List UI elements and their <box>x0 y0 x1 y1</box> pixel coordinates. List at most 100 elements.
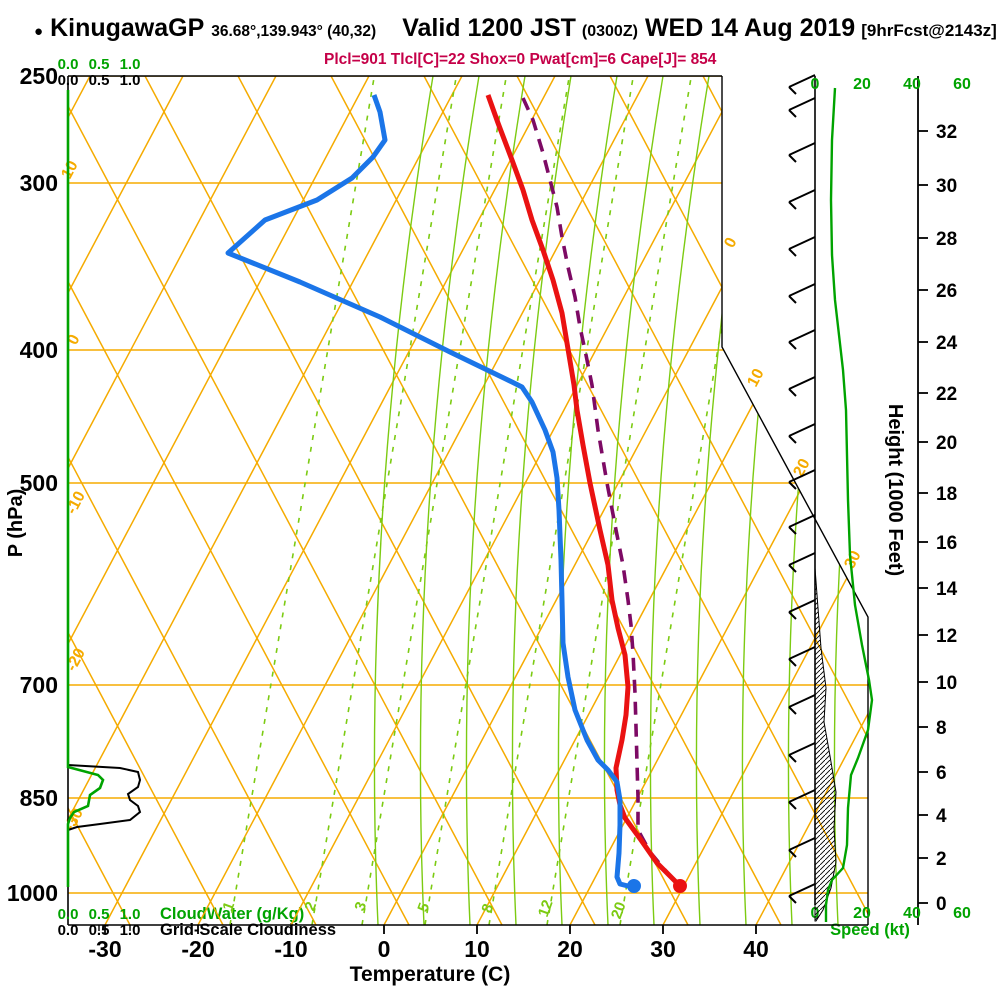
svg-text:0.0: 0.0 <box>58 56 79 73</box>
svg-text:0: 0 <box>811 76 820 93</box>
svg-text:10: 10 <box>744 366 767 390</box>
wind-panel <box>788 74 874 922</box>
svg-text:20: 20 <box>853 905 871 922</box>
svg-text:0: 0 <box>378 936 391 962</box>
svg-text:850: 850 <box>20 785 58 811</box>
wind-barb <box>788 883 816 904</box>
surface-temperature-dot <box>673 879 687 893</box>
svg-text:60: 60 <box>953 76 971 93</box>
wind-barb <box>788 552 816 573</box>
svg-text:16: 16 <box>936 533 957 554</box>
wind-barb <box>788 236 816 257</box>
parcel-curve <box>521 97 682 888</box>
svg-text:2: 2 <box>936 849 947 870</box>
svg-text:-10: -10 <box>274 936 307 962</box>
svg-text:0.5: 0.5 <box>89 922 110 939</box>
svg-text:60: 60 <box>953 905 971 922</box>
valid-zulu: (0300Z) <box>581 23 638 40</box>
wind-barb <box>788 423 816 444</box>
svg-text:26: 26 <box>936 281 957 302</box>
svg-text:1000: 1000 <box>7 880 58 906</box>
svg-text:4: 4 <box>936 806 947 827</box>
station-bullet-icon: ● <box>34 23 44 40</box>
svg-text:20: 20 <box>608 900 630 921</box>
svg-text:12: 12 <box>535 898 557 919</box>
svg-text:700: 700 <box>20 672 58 698</box>
svg-text:0.0: 0.0 <box>58 72 79 89</box>
svg-text:20: 20 <box>853 76 871 93</box>
station-coords: 36.68°,139.943° (40,32) <box>211 23 377 40</box>
wind-barb <box>788 694 816 715</box>
svg-text:8: 8 <box>936 718 947 739</box>
svg-text:30: 30 <box>650 936 676 962</box>
wind-hatch-area <box>814 567 837 922</box>
svg-text:0.0: 0.0 <box>58 906 79 923</box>
height-axis-title: Height (1000 Feet) <box>884 404 906 576</box>
svg-text:32: 32 <box>936 122 957 143</box>
speed-axis-title: Speed (kt) <box>830 921 910 939</box>
title-bar: ● KinugawaGP 36.68°,139.943° (40,32) Val… <box>34 14 997 43</box>
svg-text:0.5: 0.5 <box>89 56 110 73</box>
svg-text:1.0: 1.0 <box>120 906 141 923</box>
svg-text:22: 22 <box>936 384 957 405</box>
temperature-curve <box>485 94 682 888</box>
surface-dewpoint-dot <box>627 879 641 893</box>
svg-text:40: 40 <box>903 905 921 922</box>
svg-text:250: 250 <box>20 63 58 89</box>
wind-barb <box>788 376 816 397</box>
wind-barb <box>788 142 816 163</box>
svg-text:30: 30 <box>841 548 864 572</box>
forecast-tag: [9hrFcst@2143z] <box>861 21 997 40</box>
sounding-curves <box>225 94 687 893</box>
svg-text:0.5: 0.5 <box>89 72 110 89</box>
svg-text:500: 500 <box>20 470 58 496</box>
valid-time: Valid 1200 JST <box>402 14 576 42</box>
svg-text:1.0: 1.0 <box>120 72 141 89</box>
svg-text:1.0: 1.0 <box>120 922 141 939</box>
svg-text:-30: -30 <box>61 806 87 834</box>
svg-text:14: 14 <box>936 579 958 600</box>
wind-speed-curve <box>824 87 874 922</box>
station-name: KinugawaGP <box>50 14 205 42</box>
wind-barb <box>788 74 816 95</box>
svg-text:400: 400 <box>20 337 58 363</box>
svg-text:20: 20 <box>936 433 957 454</box>
axes-frame <box>67 75 928 934</box>
svg-text:12: 12 <box>936 626 957 647</box>
valid-date: WED 14 Aug 2019 <box>644 14 856 42</box>
svg-text:10: 10 <box>464 936 490 962</box>
stability-indices-line: Plcl=901 Tlcl[C]=22 Shox=0 Pwat[cm]=6 Ca… <box>324 51 717 68</box>
svg-text:6: 6 <box>936 763 947 784</box>
wind-barb <box>788 329 816 350</box>
svg-text:24: 24 <box>936 333 958 354</box>
svg-text:0.5: 0.5 <box>89 906 110 923</box>
wind-barb <box>788 599 816 620</box>
wind-barb <box>788 646 816 667</box>
svg-text:40: 40 <box>903 76 921 93</box>
svg-text:3: 3 <box>351 900 370 914</box>
svg-text:10: 10 <box>936 673 957 694</box>
svg-text:30: 30 <box>936 176 957 197</box>
cloud-profiles <box>66 90 142 887</box>
wind-barb <box>788 189 816 210</box>
wind-barb <box>788 97 816 118</box>
svg-text:18: 18 <box>936 484 957 505</box>
wind-barb <box>788 789 816 810</box>
cloudiness-curve <box>67 764 142 831</box>
svg-text:1.0: 1.0 <box>120 56 141 73</box>
svg-text:-20: -20 <box>181 936 214 962</box>
cloudwater-curve <box>66 90 105 887</box>
wind-barb <box>788 837 816 858</box>
wind-barb <box>788 514 816 535</box>
wind-barb <box>788 742 816 763</box>
svg-text:0: 0 <box>936 894 947 915</box>
svg-text:20: 20 <box>557 936 583 962</box>
wind-barb <box>788 283 816 304</box>
svg-text:-30: -30 <box>88 936 121 962</box>
dewpoint-curve <box>225 94 634 889</box>
svg-text:10: 10 <box>58 158 81 182</box>
cloudwater-label: CloudWater (g/Kg) <box>160 905 304 923</box>
